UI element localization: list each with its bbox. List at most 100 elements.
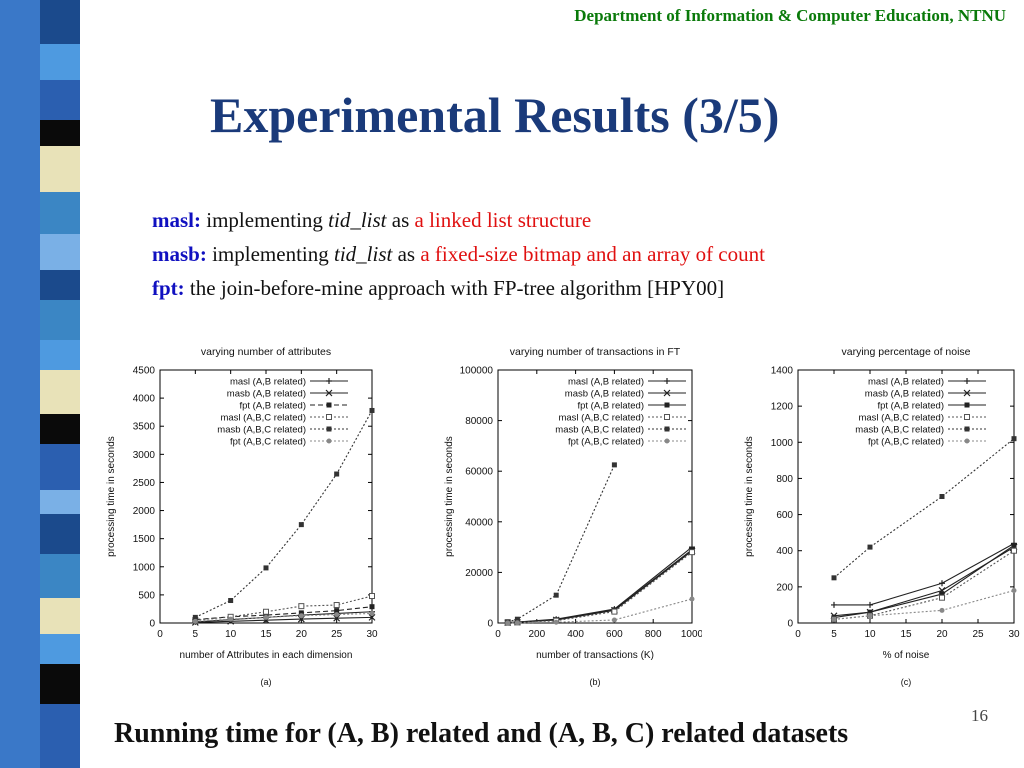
y-tick-label: 1000 [771,438,794,449]
chart-panel-c: varying percentage of noise 0 200 400 600 800… [740,340,1024,692]
plot-frame [497,369,693,624]
legend-label: masb (A,B,C related) [555,425,644,436]
definition-text: implementing [201,208,329,232]
x-tick-label: 20 [936,629,948,640]
point-marker [689,596,695,602]
chart-transactions: varying number of transactions in FT 0 200… [444,346,702,687]
x-tick-label: 5 [831,629,837,640]
point-marker [263,614,269,620]
y-tick-label: 100000 [460,366,494,377]
point-marker [514,620,520,626]
point-marker [939,494,945,499]
y-tick-label: 1000 [133,562,156,573]
point-marker [369,593,375,600]
point-marker [939,591,945,597]
legend-label: masl (A,B related) [868,377,944,388]
y-tick-label: 4500 [133,366,156,377]
x-tick-label: 5 [193,629,199,640]
legend-label: masl (A,B related) [568,377,644,388]
y-tick-label: 0 [487,619,493,630]
point-marker [298,613,304,619]
point-marker [263,565,269,571]
point-marker [192,614,198,620]
panel-label: (c) [901,677,912,687]
point-marker [831,575,837,581]
legend-label: fpt (A,B related) [577,401,644,412]
point-marker [664,378,670,384]
legend-label: fpt (A,B,C related) [230,437,306,448]
point-marker [553,592,559,598]
y-tick-label: 1500 [133,534,156,545]
decorative-side-stripe [0,0,96,768]
stripe-block [40,414,80,444]
point-marker [325,389,333,397]
point-marker [333,602,340,609]
y-axis-label: processing time in seconds [444,436,455,557]
stripe-block [40,192,80,234]
point-marker [514,616,520,622]
series-line [833,550,1015,620]
definition-highlight: a fixed-size bitmap and an array of coun… [420,242,765,266]
series-line [507,546,693,624]
series-line [507,464,615,623]
point-marker [333,614,341,622]
y-tick-label: 200 [776,582,793,593]
definition-term: masb: [152,242,207,266]
point-marker [939,594,945,601]
y-tick-label: 0 [149,619,155,630]
definition-text: as [392,242,421,266]
stripe-block [40,704,80,768]
legend-label: masb (A,B,C related) [217,425,306,436]
point-marker [964,426,970,432]
point-marker [689,549,695,556]
point-marker [964,378,970,384]
slide-title: Experimental Results (3/5) [210,87,780,143]
point-marker [228,598,234,604]
chart-attributes: varying number of attributes 0 500 1000 1500… [106,346,378,687]
definition-masb: masb: implementing tid_list as a fixed-s… [152,237,765,271]
legend-label: masl (A,B related) [230,377,306,388]
definition-fpt: fpt: the join-before-mine approach with … [152,271,765,305]
series-line [195,606,373,621]
legend-label: fpt (A,B related) [877,401,944,412]
point-marker [368,613,376,621]
point-marker [369,604,375,610]
point-marker [939,607,945,613]
chart-noise: varying percentage of noise0200400600800… [744,346,1020,687]
chart-panel-a: varying number of attributes 0 500 1000 1500… [102,340,384,692]
stripe-block [40,370,80,414]
series-line [195,616,373,623]
stripe-block [40,120,80,146]
point-marker [326,378,332,384]
point-marker [298,522,304,528]
point-marker [298,610,304,616]
panel-label: (b) [590,677,601,687]
point-marker [867,613,873,619]
y-tick-label: 3000 [133,450,156,461]
point-marker [964,438,970,444]
department-header: Department of Information & Computer Edu… [574,6,1006,25]
point-marker [326,402,332,408]
x-tick-label: 200 [528,629,545,640]
stripe-block [40,146,80,192]
stripe-block [40,444,80,490]
definition-text: as [386,208,415,232]
stripe-block [40,44,80,80]
point-marker [298,603,305,610]
point-marker [192,618,198,624]
definition-italic: tid_list [328,208,387,232]
definition-term: masl: [152,208,201,232]
stripe-block [40,664,80,704]
definition-term: fpt: [152,276,185,300]
point-marker [611,608,618,615]
point-marker [553,619,559,625]
definition-text: implementing [206,242,334,266]
y-tick-label: 600 [776,510,793,521]
point-marker [867,544,873,550]
series-line [507,598,693,624]
chart-title: varying number of transactions in FT [510,346,681,358]
legend-label: masl (A,B,C related) [558,413,644,424]
point-marker [664,426,670,432]
definition-masl: masl: implementing tid_list as a linked … [152,203,765,237]
point-marker [939,580,945,587]
